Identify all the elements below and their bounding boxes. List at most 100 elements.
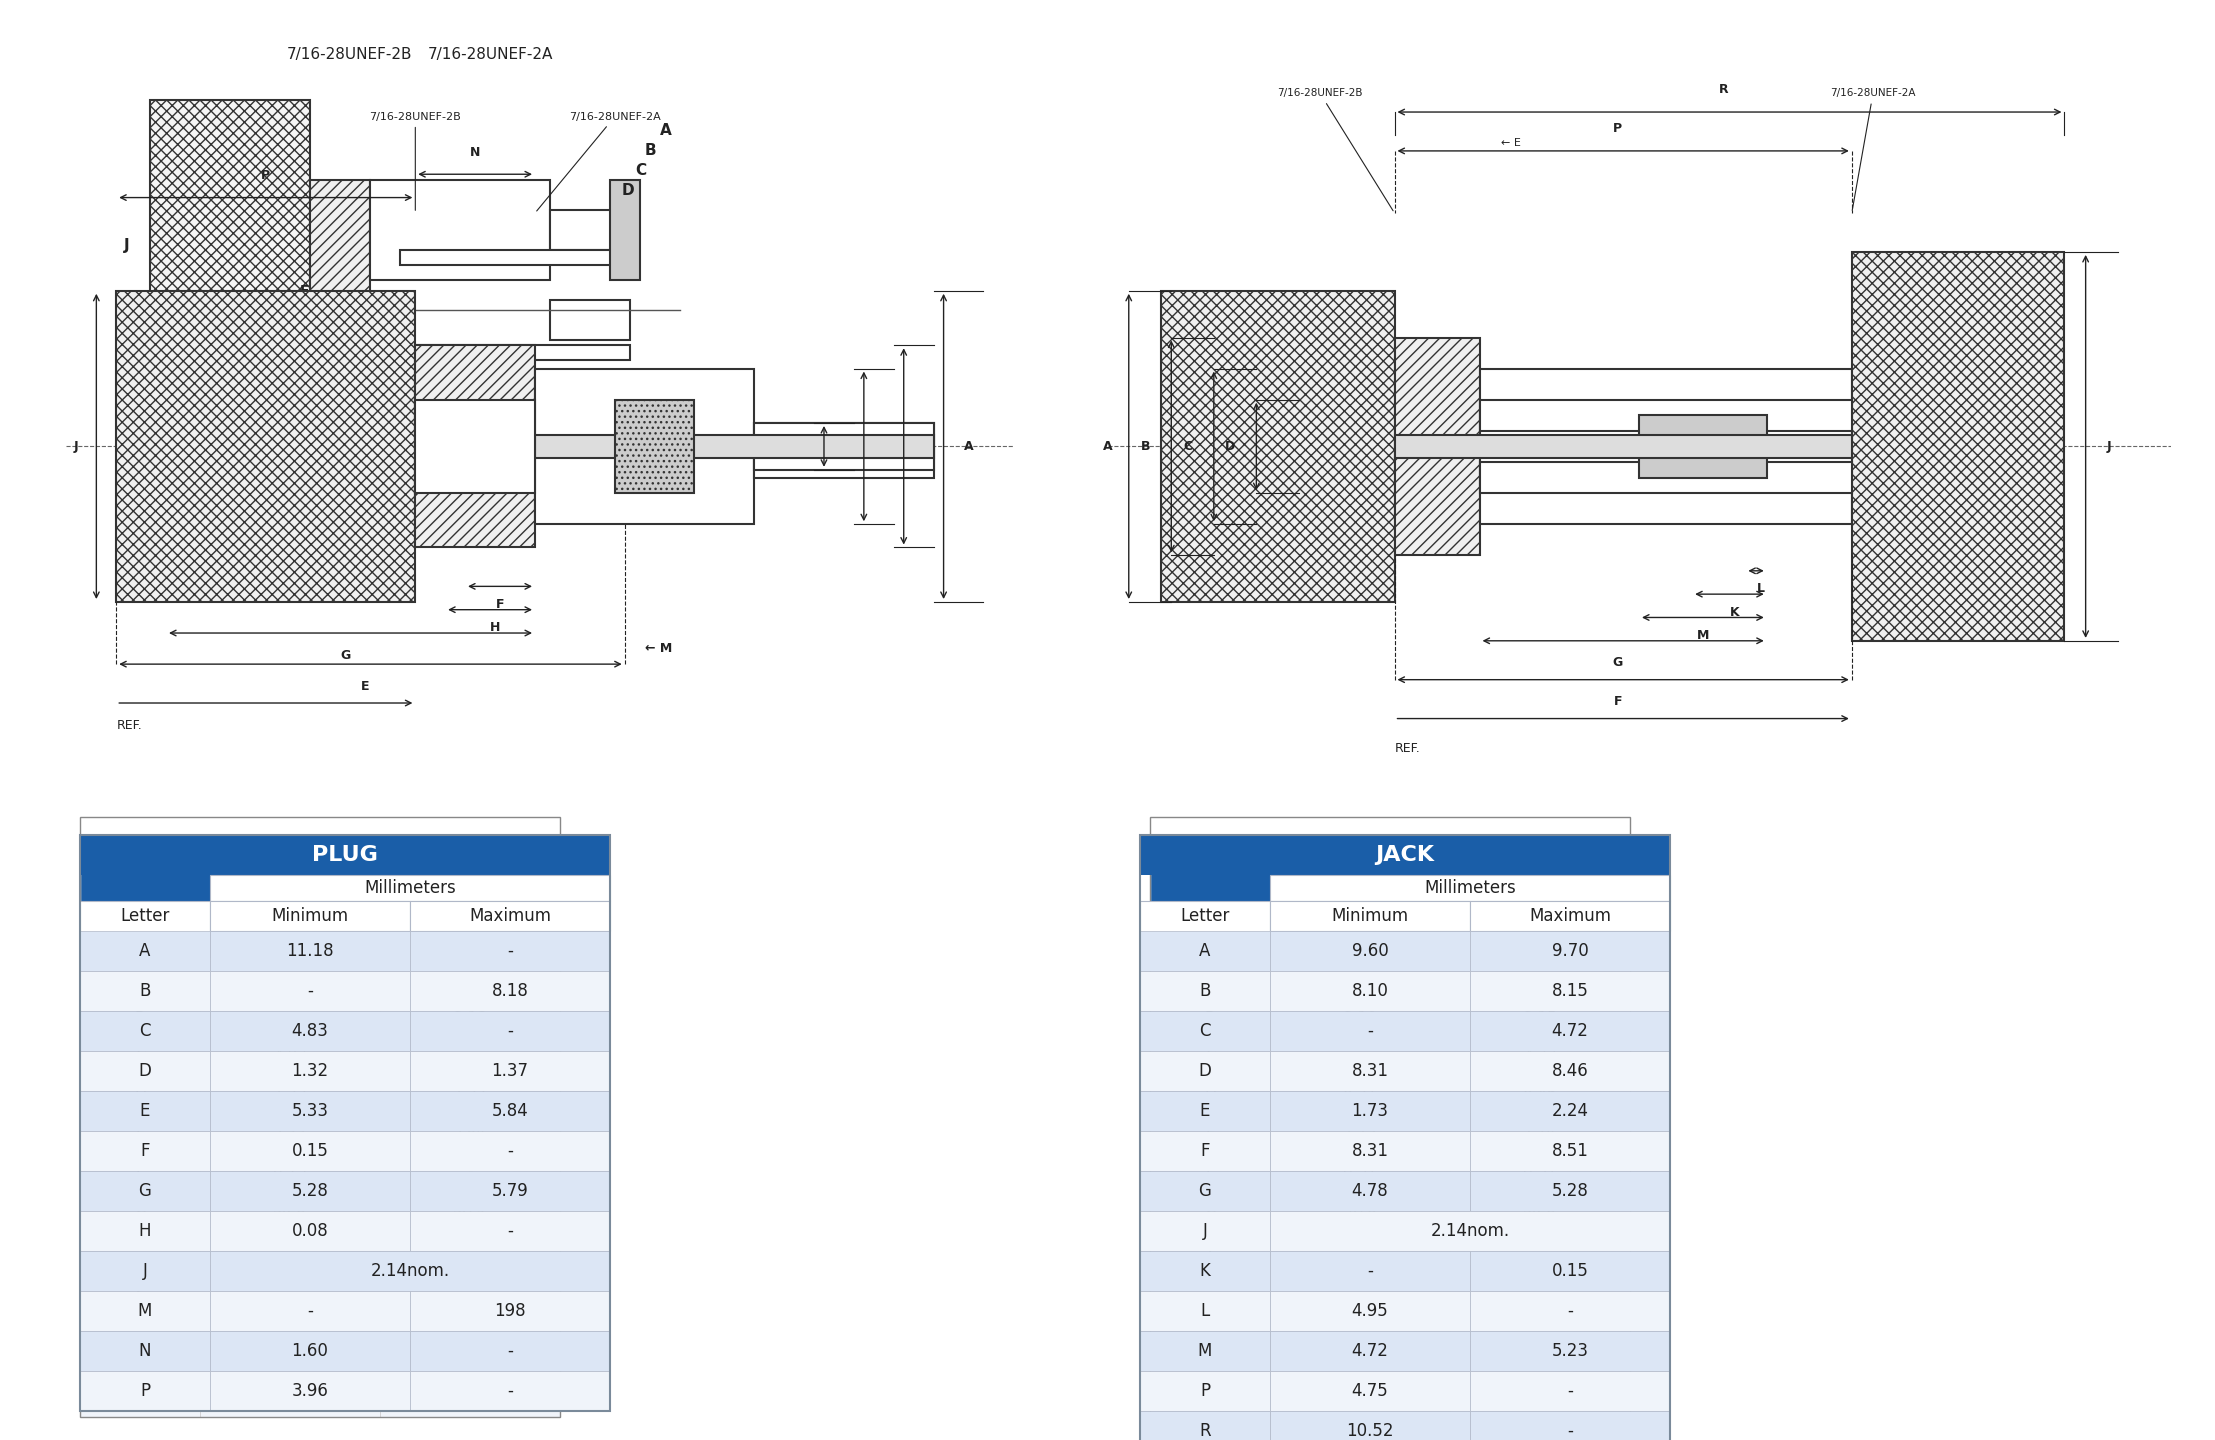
Text: -: - — [1537, 1315, 1544, 1329]
Text: 4.72: 4.72 — [1524, 1048, 1557, 1064]
Bar — [381, 962, 560, 999]
Bar — [1150, 1076, 1269, 1113]
Bar — [151, 99, 310, 390]
Bar — [536, 435, 933, 458]
Text: -: - — [288, 1315, 292, 1329]
Bar — [1471, 1092, 1670, 1130]
Bar — [210, 1371, 410, 1411]
Text: A: A — [660, 122, 671, 138]
Text: 8.18: 8.18 — [454, 1011, 487, 1025]
Text: ← E: ← E — [1502, 138, 1522, 148]
Text: G: G — [140, 1182, 151, 1200]
Text: D: D — [1225, 439, 1236, 454]
Text: N: N — [140, 1342, 151, 1359]
Bar — [210, 932, 410, 971]
Text: 1.73: 1.73 — [1342, 1125, 1378, 1139]
Text: E: E — [230, 328, 239, 343]
Text: A: A — [964, 439, 972, 454]
Text: M: M — [1697, 629, 1710, 642]
Bar — [1269, 1303, 1451, 1341]
Text: ← M: ← M — [645, 642, 671, 655]
Bar — [609, 180, 640, 279]
Bar — [210, 1011, 410, 1051]
Text: 4.83: 4.83 — [272, 1048, 308, 1064]
Text: F: F — [140, 1142, 151, 1161]
Bar — [210, 1331, 410, 1371]
Bar — [1269, 932, 1471, 971]
Bar — [410, 1051, 609, 1092]
Text: -: - — [467, 1352, 472, 1368]
Bar — [1269, 1151, 1451, 1189]
Text: REF.: REF. — [1395, 742, 1420, 755]
Text: B: B — [135, 1011, 146, 1025]
Bar — [1269, 876, 1670, 901]
Text: 8.51: 8.51 — [1550, 1142, 1588, 1161]
Bar — [80, 1011, 210, 1051]
Bar — [210, 1092, 410, 1130]
Text: 8.15: 8.15 — [1524, 1011, 1557, 1025]
Text: G: G — [255, 314, 266, 328]
Bar — [1480, 369, 1852, 524]
Text: 5.28: 5.28 — [272, 1201, 308, 1215]
Text: 4.75: 4.75 — [1342, 1391, 1378, 1405]
Text: R: R — [1719, 84, 1730, 96]
Text: -: - — [288, 1011, 292, 1025]
Text: -: - — [467, 1162, 472, 1178]
Bar — [1269, 1037, 1451, 1076]
Text: -: - — [507, 1022, 514, 1040]
Bar — [381, 1113, 560, 1151]
Bar — [80, 901, 210, 958]
Bar — [381, 1266, 560, 1303]
Text: 9.70: 9.70 — [1553, 942, 1588, 960]
Bar — [1269, 999, 1451, 1037]
Text: 1.73: 1.73 — [1351, 1102, 1389, 1120]
Text: 4.95: 4.95 — [1351, 1302, 1389, 1320]
Bar — [199, 1076, 381, 1113]
Bar — [80, 1292, 210, 1331]
Text: -: - — [467, 1048, 472, 1064]
Bar — [80, 1189, 199, 1227]
Text: M: M — [133, 1315, 146, 1329]
Text: -: - — [1566, 1382, 1573, 1400]
Bar — [1141, 1051, 1269, 1092]
Text: 0.08: 0.08 — [292, 1223, 328, 1240]
Text: 3.96: 3.96 — [292, 1382, 328, 1400]
Text: 5.79: 5.79 — [454, 1201, 487, 1215]
Bar — [1451, 1380, 1630, 1417]
Bar — [115, 291, 416, 602]
Bar — [1852, 252, 2064, 641]
Text: 0.15: 0.15 — [272, 1162, 308, 1178]
Bar — [381, 1227, 560, 1266]
Text: 4.72: 4.72 — [1351, 1342, 1389, 1359]
Bar — [1150, 1113, 1269, 1151]
Text: D: D — [140, 1063, 151, 1080]
Bar — [1141, 835, 1670, 876]
Text: N: N — [135, 1352, 146, 1368]
Bar — [1150, 1266, 1269, 1303]
Text: -: - — [507, 1342, 514, 1359]
Bar — [1269, 1292, 1471, 1331]
Text: P: P — [1205, 1391, 1214, 1405]
Text: JACK: JACK — [1362, 878, 1418, 899]
Bar — [1451, 1037, 1630, 1076]
Text: C: C — [140, 1022, 151, 1040]
Text: 5.79: 5.79 — [492, 1182, 529, 1200]
Bar — [80, 1130, 210, 1171]
Text: E: E — [361, 680, 370, 693]
Text: 4.72: 4.72 — [1342, 1352, 1378, 1368]
Text: -: - — [507, 1223, 514, 1240]
Bar — [80, 1341, 199, 1380]
Bar — [210, 1211, 410, 1251]
Text: 7/16-28UNEF-2B: 7/16-28UNEF-2B — [370, 112, 461, 210]
Bar — [199, 1113, 381, 1151]
Text: E: E — [1201, 1102, 1209, 1120]
Bar — [410, 932, 609, 971]
Text: 5.28: 5.28 — [1550, 1182, 1588, 1200]
Text: B: B — [1141, 439, 1150, 454]
Bar — [1269, 971, 1471, 1011]
Bar — [80, 835, 609, 1411]
Bar — [1150, 1303, 1269, 1341]
Text: 1.37: 1.37 — [492, 1063, 529, 1080]
Text: G: G — [1198, 1182, 1212, 1200]
Text: 5.84: 5.84 — [454, 1125, 487, 1139]
